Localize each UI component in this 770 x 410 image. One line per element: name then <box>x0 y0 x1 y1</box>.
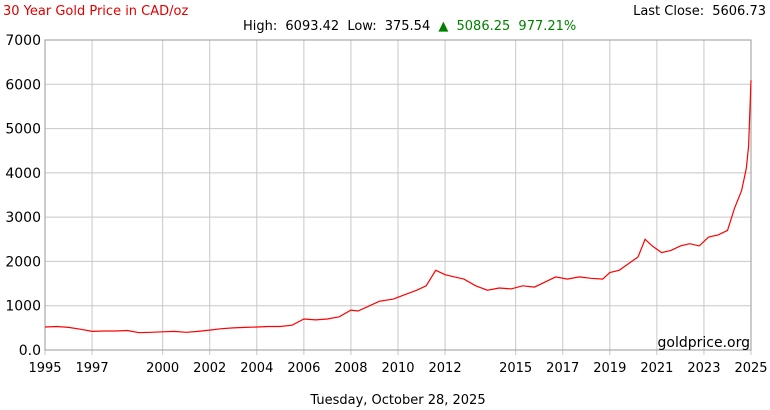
y-tick-label: 1000 <box>5 299 41 315</box>
x-tick-label: 2023 <box>687 361 720 376</box>
y-tick-label: 2000 <box>5 254 41 270</box>
x-tick-label: 2017 <box>546 361 579 376</box>
date-label: Tuesday, October 28, 2025 <box>309 393 485 408</box>
high-value: 6093.42 <box>285 19 339 34</box>
x-tick-label: 2000 <box>146 361 179 376</box>
low-label: Low: <box>347 19 376 34</box>
stats-line: High: 6093.42 Low: 375.54 ▲ 5086.25 977.… <box>243 19 576 34</box>
y-tick-label: 5000 <box>5 122 41 138</box>
change-percent: 977.21% <box>518 19 576 34</box>
low-value: 375.54 <box>385 19 431 34</box>
y-tick-label: 3000 <box>5 210 41 226</box>
x-tick-label: 2010 <box>381 361 414 376</box>
x-axis: 1995 1997 2000 2002 2004 2006 2008 2010 2012 2015… <box>28 361 767 376</box>
change-value: 5086.25 <box>457 19 511 34</box>
x-tick-label: 2025 <box>734 361 767 376</box>
last-close-label: Last Close: <box>633 4 704 19</box>
last-close: Last Close: 5606.73 <box>633 4 766 19</box>
y-tick-label: 6000 <box>5 77 41 93</box>
y-tick-label: 0.0 <box>19 343 41 359</box>
watermark: goldprice.org <box>658 335 750 351</box>
grid <box>44 39 752 355</box>
plot-area <box>44 39 752 351</box>
last-close-value: 5606.73 <box>712 4 766 19</box>
x-tick-label: 2021 <box>640 361 673 376</box>
change-arrow-icon: ▲ <box>438 19 448 34</box>
x-tick-label: 2004 <box>240 361 273 376</box>
x-tick-label: 2012 <box>429 361 462 376</box>
y-tick-label: 4000 <box>5 166 41 182</box>
x-tick-label: 2019 <box>593 361 626 376</box>
high-label: High: <box>243 19 277 34</box>
y-tick-label: 7000 <box>5 33 41 49</box>
x-tick-label: 1997 <box>76 361 109 376</box>
y-axis: 0.0 1000 2000 3000 4000 5000 6000 7000 <box>5 33 41 359</box>
gold-price-line <box>44 80 752 334</box>
x-tick-label: 2006 <box>287 361 320 376</box>
chart-title: 30 Year Gold Price in CAD/oz <box>3 4 188 19</box>
x-tick-label: 1995 <box>28 361 61 376</box>
x-tick-label: 2015 <box>499 361 532 376</box>
x-tick-label: 2002 <box>193 361 226 376</box>
x-tick-label: 2008 <box>334 361 367 376</box>
